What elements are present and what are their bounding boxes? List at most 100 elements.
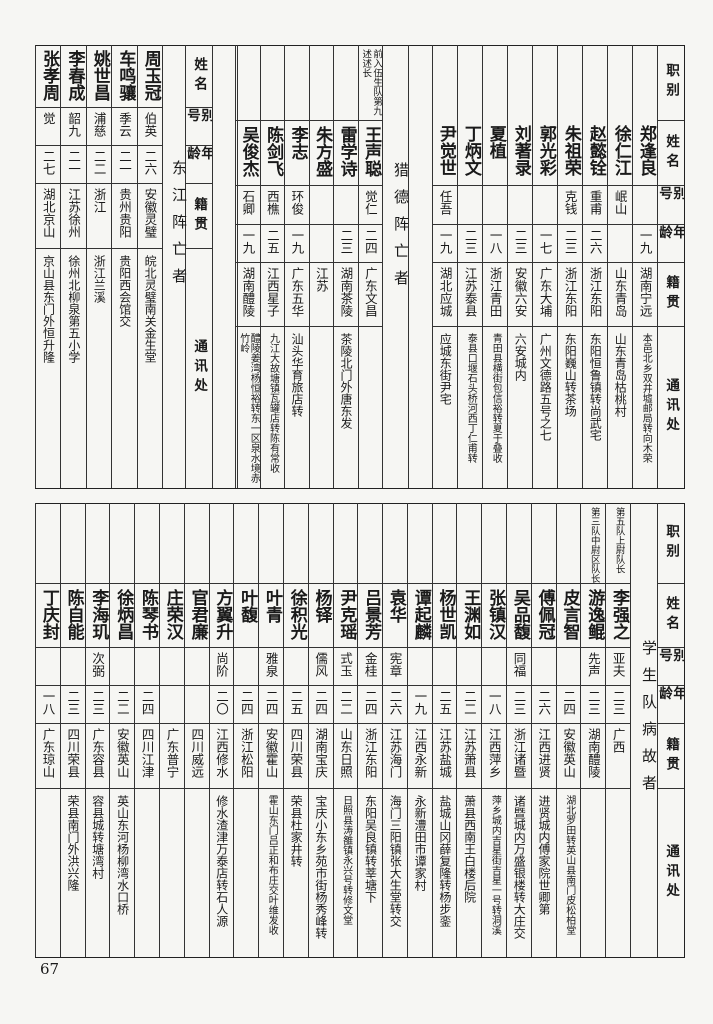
member-alias: 觉 xyxy=(35,107,61,145)
member-role xyxy=(431,503,457,583)
member-native: 湖北应城 xyxy=(432,262,457,326)
member-name: 杨铎 xyxy=(307,583,333,647)
member-native: 江西永新 xyxy=(406,723,432,788)
member-name: 吴俊杰 xyxy=(235,120,260,185)
member-native: 安徽英山 xyxy=(555,723,581,788)
member-address xyxy=(158,788,184,957)
member-address: 海门三阳镇张大生堂转交 xyxy=(382,788,407,957)
member-name: 陈剑飞 xyxy=(259,120,284,185)
member-alias: 尚阶 xyxy=(208,647,234,685)
member-name: 叶馥 xyxy=(233,583,259,647)
member-address: 贵阳西会馆交 xyxy=(111,248,137,488)
member-role xyxy=(109,503,134,583)
member-role xyxy=(332,503,358,583)
member-alias xyxy=(406,647,432,685)
member-native: 湖南宝庆 xyxy=(307,723,333,788)
member-age: 二三 xyxy=(84,685,110,723)
member-age: 二〇 xyxy=(208,685,234,723)
column-divider xyxy=(432,45,433,488)
member-alias xyxy=(481,647,507,685)
member-name: 尹觉世 xyxy=(432,120,457,185)
member-alias: 式玉 xyxy=(332,647,358,685)
member-alias: 环俊 xyxy=(284,185,309,224)
member-native: 四川荣县 xyxy=(282,723,308,788)
member-address: 浙江兰溪 xyxy=(85,248,112,488)
member-address: 醴陵姜湾杨恒裕转东一区泉水境赤竹岭 xyxy=(235,326,260,488)
member-name: 方翼升 xyxy=(208,583,234,647)
member-address: 宝庆小东乡苑市街杨秀峰转 xyxy=(307,788,333,957)
member-role xyxy=(84,503,110,583)
member-address: 荣县南门外洪兴隆 xyxy=(59,788,85,957)
member-name: 王声聪 xyxy=(357,120,382,185)
member-role xyxy=(582,45,607,120)
member-alias: 西樵 xyxy=(259,185,284,224)
member-name: 袁华 xyxy=(382,583,407,647)
member-native: 安徽灵璧 xyxy=(136,183,162,248)
member-name: 张孝周 xyxy=(35,45,60,107)
member-alias xyxy=(233,647,259,685)
member-role xyxy=(333,45,358,120)
member-age: 二六 xyxy=(382,685,407,723)
header-native: 籍贯 xyxy=(657,262,684,326)
member-age: 二六 xyxy=(530,685,556,723)
member-age: 一九 xyxy=(432,224,457,262)
member-native: 广东琼山 xyxy=(35,723,60,788)
member-native: 贵州贵阳 xyxy=(111,183,137,248)
member-name: 雷学诗 xyxy=(333,120,358,185)
member-alias xyxy=(282,647,308,685)
member-age: 二七 xyxy=(35,145,61,183)
member-address: 东阳吴良镇转莘塘下 xyxy=(357,788,383,957)
member-native: 江西星子 xyxy=(259,262,284,326)
header-address: 通讯处 xyxy=(657,326,684,488)
member-native: 江苏徐州 xyxy=(60,183,86,248)
member-name: 朱祖荣 xyxy=(557,120,582,185)
header-role: 职别 xyxy=(657,45,684,120)
member-name: 姚世昌 xyxy=(85,45,111,107)
member-age: 一八 xyxy=(35,685,60,723)
header-alias: 别号 xyxy=(185,107,212,145)
member-address xyxy=(35,788,60,957)
member-native: 广东五华 xyxy=(284,262,309,326)
member-address: 日照县涛雒镇永兴号转修文堂 xyxy=(332,788,358,957)
member-role xyxy=(284,45,309,120)
member-age: 二三 xyxy=(333,224,358,262)
member-name: 郑逢良 xyxy=(632,120,657,185)
member-native: 安徽六安 xyxy=(507,262,532,326)
member-age: 二一 xyxy=(111,145,137,183)
member-age: 二四 xyxy=(233,685,259,723)
section-title: 东江阵亡者 xyxy=(170,160,188,295)
member-age: 一九 xyxy=(632,224,657,262)
member-age: 二三 xyxy=(580,685,606,723)
member-native: 湖南茶陵 xyxy=(333,262,358,326)
member-native: 湖北京山 xyxy=(35,183,61,248)
member-age: 二二 xyxy=(109,685,135,723)
header-name: 姓名 xyxy=(657,583,684,647)
member-native: 四川江津 xyxy=(134,723,159,788)
member-name: 张镇汉 xyxy=(481,583,507,647)
member-alias xyxy=(431,647,457,685)
member-role xyxy=(532,45,557,120)
member-alias xyxy=(109,647,135,685)
header-role: 职别 xyxy=(657,503,684,583)
member-age: 二五 xyxy=(282,685,308,723)
member-age: 二三 xyxy=(557,224,582,262)
member-role xyxy=(530,503,556,583)
member-address xyxy=(357,326,382,488)
member-role xyxy=(482,45,507,120)
member-age: 二四 xyxy=(357,224,382,262)
member-name: 王渊如 xyxy=(456,583,482,647)
member-role xyxy=(258,503,283,583)
member-address xyxy=(308,326,333,488)
member-age: 一九 xyxy=(406,685,432,723)
member-alias: 宪章 xyxy=(382,647,407,685)
header-age: 年龄 xyxy=(185,145,212,183)
member-address: 东阳巍山转茶场 xyxy=(557,326,582,488)
member-alias: 季云 xyxy=(111,107,137,145)
column-divider xyxy=(382,45,383,488)
member-role xyxy=(382,503,407,583)
member-native: 江西修水 xyxy=(208,723,234,788)
member-age: 二二 xyxy=(456,685,482,723)
member-address: 盐城山冈薛复隆转杨步銮 xyxy=(431,788,457,957)
member-native: 江苏萧县 xyxy=(456,723,482,788)
member-role xyxy=(308,45,334,120)
